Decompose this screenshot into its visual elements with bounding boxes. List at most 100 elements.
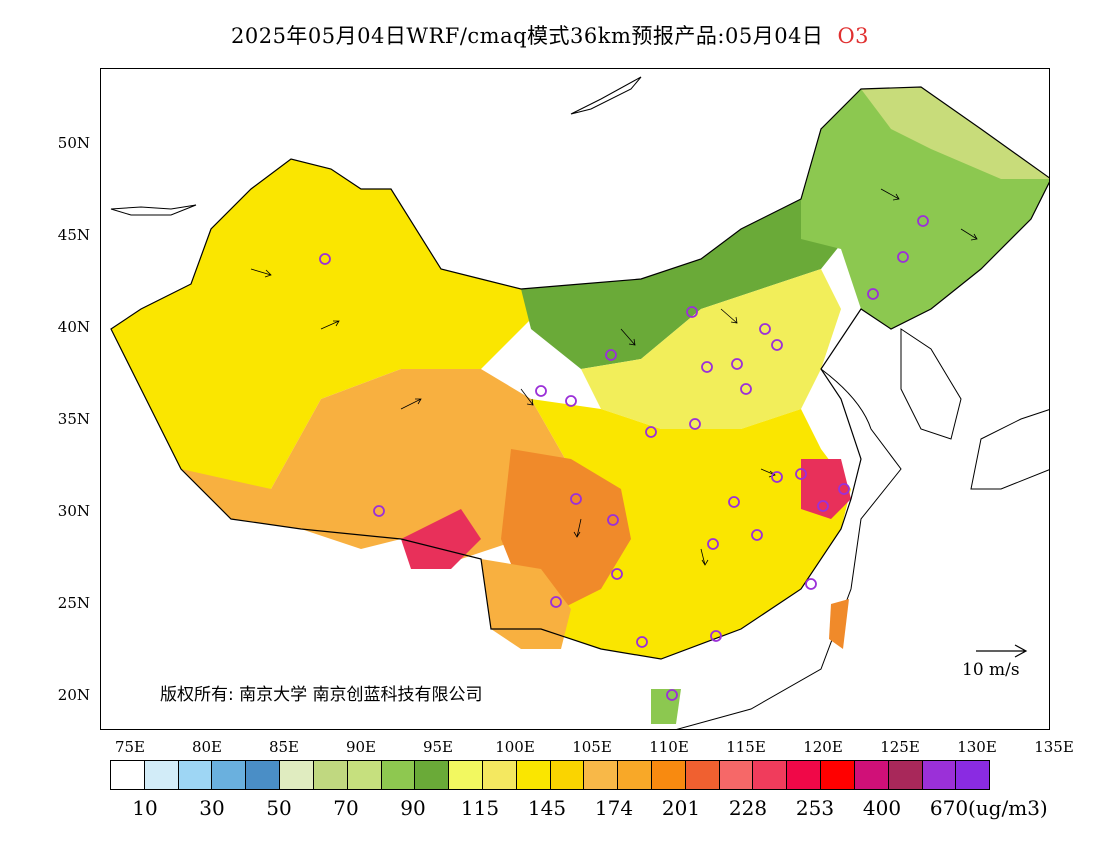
site-marker	[686, 306, 698, 318]
site-marker	[867, 288, 879, 300]
lon-tick-label: 85E	[268, 738, 300, 756]
wind-arrow	[960, 228, 978, 241]
site-marker	[611, 568, 623, 580]
region-tibet	[181, 369, 571, 559]
lat-tick-label: 20N	[57, 686, 90, 704]
site-marker	[917, 215, 929, 227]
wind-arrow	[573, 518, 582, 538]
colorbar-label: 228	[728, 796, 768, 820]
lon-tick-label: 130E	[957, 738, 997, 756]
colorbar-cell	[449, 761, 483, 789]
colorbar	[110, 760, 990, 790]
site-marker	[805, 578, 817, 590]
wind-arrow	[620, 328, 636, 346]
colorbar-cell	[888, 761, 923, 789]
colorbar-cell	[313, 761, 348, 789]
map-frame	[100, 68, 1050, 730]
site-marker	[565, 395, 577, 407]
site-marker	[751, 529, 763, 541]
colorbar-cell	[144, 761, 179, 789]
site-marker	[731, 358, 743, 370]
site-marker	[605, 349, 617, 361]
wind-reference-arrow	[976, 644, 1028, 658]
region-taiwan	[829, 599, 849, 649]
site-marker	[838, 483, 850, 495]
lon-tick-label: 105E	[572, 738, 612, 756]
lake-balkhash	[110, 204, 197, 216]
colorbar-label: 174	[594, 796, 634, 820]
colorbar-label: 400	[862, 796, 902, 820]
lat-tick-label: 40N	[57, 318, 90, 336]
colorbar-unit: (ug/m3)	[968, 796, 1048, 820]
lon-tick-label: 100E	[495, 738, 535, 756]
colorbar-cell	[550, 761, 585, 789]
colorbar-cell	[347, 761, 382, 789]
lat-tick-label: 25N	[57, 594, 90, 612]
colorbar-cell	[212, 761, 247, 789]
colorbar-label: 145	[527, 796, 567, 820]
site-marker	[771, 471, 783, 483]
korea-outline	[900, 328, 962, 440]
lat-tick-label: 35N	[57, 410, 90, 428]
site-marker	[550, 596, 562, 608]
wind-arrow	[320, 320, 340, 330]
colorbar-cell	[584, 761, 619, 789]
colorbar-cell	[246, 761, 281, 789]
lon-tick-label: 110E	[649, 738, 689, 756]
title-main: 2025年05月04日WRF/cmaq模式36km预报产品:05月04日	[230, 24, 824, 48]
lon-tick-label: 115E	[726, 738, 766, 756]
lon-tick-label: 135E	[1034, 738, 1074, 756]
colorbar-label: 253	[795, 796, 835, 820]
title-species: O3	[837, 24, 870, 48]
colorbar-cell	[280, 761, 314, 789]
colorbar-label: 70	[333, 796, 359, 820]
site-marker	[636, 636, 648, 648]
chart-title: 2025年05月04日WRF/cmaq模式36km预报产品:05月04日 O3	[0, 20, 1100, 50]
site-marker	[701, 361, 713, 373]
colorbar-cell	[111, 761, 145, 789]
japan-outline	[970, 409, 1049, 490]
colorbar-label: 670	[929, 796, 969, 820]
lon-tick-label: 120E	[803, 738, 843, 756]
colorbar-cell	[415, 761, 450, 789]
site-marker	[645, 426, 657, 438]
colorbar-label: 50	[266, 796, 292, 820]
colorbar-cell	[787, 761, 822, 789]
wind-arrow	[880, 188, 900, 201]
colorbar-cell	[821, 761, 855, 789]
site-marker	[707, 538, 719, 550]
colorbar-label: 10	[132, 796, 158, 820]
lake-baikal	[570, 76, 642, 115]
colorbar-label: 201	[661, 796, 701, 820]
site-marker	[897, 251, 909, 263]
lon-tick-label: 125E	[880, 738, 920, 756]
lon-tick-label: 80E	[191, 738, 223, 756]
region-northeast-light	[861, 87, 1049, 179]
wind-arrow	[520, 388, 534, 406]
lat-tick-label: 30N	[57, 502, 90, 520]
site-marker	[771, 339, 783, 351]
wind-reference-label: 10 m/s	[962, 660, 1020, 680]
wind-arrow	[250, 268, 272, 278]
wind-arrow	[720, 308, 738, 324]
site-marker	[535, 385, 547, 397]
colorbar-label: 30	[199, 796, 225, 820]
colorbar-cell	[854, 761, 889, 789]
region-yunnan	[481, 559, 571, 649]
lat-tick-label: 45N	[57, 226, 90, 244]
colorbar-cell	[685, 761, 720, 789]
site-marker	[817, 500, 829, 512]
site-marker	[795, 468, 807, 480]
colorbar-cell	[381, 761, 416, 789]
site-marker	[373, 505, 385, 517]
region-north-china	[581, 269, 841, 429]
lat-tick-label: 50N	[57, 134, 90, 152]
region-hainan	[651, 689, 681, 724]
site-marker	[607, 514, 619, 526]
colorbar-cell	[652, 761, 686, 789]
site-marker	[740, 383, 752, 395]
lon-tick-label: 75E	[114, 738, 146, 756]
colorbar-label: 115	[460, 796, 500, 820]
colorbar-cell	[922, 761, 957, 789]
colorbar-cell	[618, 761, 652, 789]
